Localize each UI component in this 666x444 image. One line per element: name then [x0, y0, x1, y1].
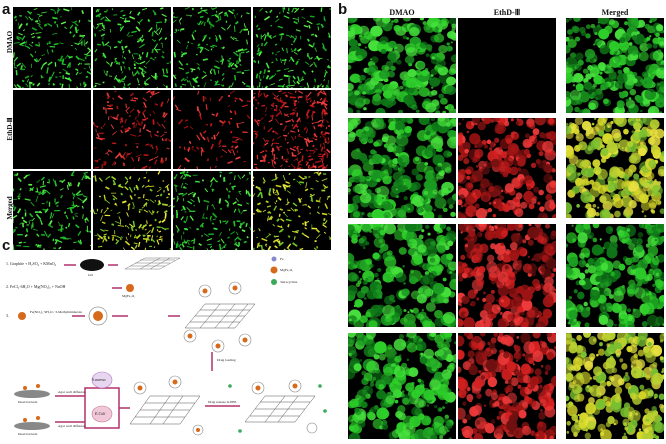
panel-b-micrograph-r3-c2: [458, 224, 556, 327]
mgfe2o4-label: MgFe₂O₄: [122, 294, 135, 298]
panel-b-micrograph-r1-c1: [348, 18, 456, 113]
panel-b-col-label-merged: Merged: [566, 8, 664, 17]
panel-b-micrograph-r2-c1: [348, 118, 456, 218]
dead-bacteria-label-1: Dead bacteria: [18, 400, 37, 404]
panel-b-micrograph-r2-c2: [458, 118, 556, 218]
panel-b-col-label-dmao: DMAO: [348, 8, 456, 17]
panel-b-micrograph-r1-c3: [566, 18, 664, 113]
legend-mgfe2o4: MgFe₂O₄: [280, 268, 293, 272]
panel-a-micrograph-r2-c4: [253, 90, 331, 169]
drug-release-label: Drug release in PBS: [208, 400, 236, 404]
panel-b-micrograph-r4-c2: [458, 333, 556, 439]
agar-diffusion-label-1: Agar well diffusion: [58, 390, 85, 394]
panel-a-micrograph-r1-c1: [13, 7, 91, 88]
panel-a-micrograph-r2-c1: [13, 90, 91, 169]
legend-fe: Fe: [280, 257, 284, 261]
step-2-text: 2. FeCl₃·6H₂O + Mg(NO₃)₂ + NaOH: [6, 284, 65, 289]
panel-a-micrograph-r1-c2: [93, 7, 171, 88]
panel-b-label: b: [338, 2, 347, 17]
panel-a-micrograph-r1-c3: [173, 7, 251, 88]
panel-b-micrograph-r1-c2: [458, 18, 556, 113]
go-label: GO: [88, 273, 93, 277]
panel-b-micrograph-r2-c3: [566, 118, 664, 218]
drug-loading-label: Drug loading: [217, 358, 236, 362]
legend-tetracycline: Tetracycline: [280, 280, 297, 284]
panel-a-micrograph-r2-c2: [93, 90, 171, 169]
step-3-text: 3.: [6, 313, 9, 318]
panel-a-micrograph-r1-c4: [253, 7, 331, 88]
panel-b-micrograph-r3-c3: [566, 224, 664, 327]
step-1-text: 1. Graphite + H₂SO₄ + KMnO₄: [6, 261, 56, 266]
dead-bacteria-label-2: Dead bacteria: [18, 432, 37, 436]
panel-b-micrograph-r3-c1: [348, 224, 456, 327]
s-aureus-label: S.aureus: [92, 377, 106, 382]
agar-diffusion-label-2: Agar well diffusion: [58, 424, 85, 428]
panel-b-col-label-ethd: EthD-Ⅲ: [458, 8, 556, 17]
panel-b-micrograph-r4-c1: [348, 333, 456, 439]
e-coli-label: E.Coli: [95, 411, 105, 416]
step-3-reagents: Fe(NO₃)₃·9H₂O / 3-Methylimidazole: [30, 310, 82, 314]
panel-c-schematic: 1. Graphite + H₂SO₄ + KMnO₄ 2. FeCl₃·6H₂…: [0, 236, 335, 439]
panel-b-micrograph-r4-c3: [566, 333, 664, 439]
panel-a-label: a: [2, 2, 10, 17]
panel-a-micrograph-r2-c3: [173, 90, 251, 169]
